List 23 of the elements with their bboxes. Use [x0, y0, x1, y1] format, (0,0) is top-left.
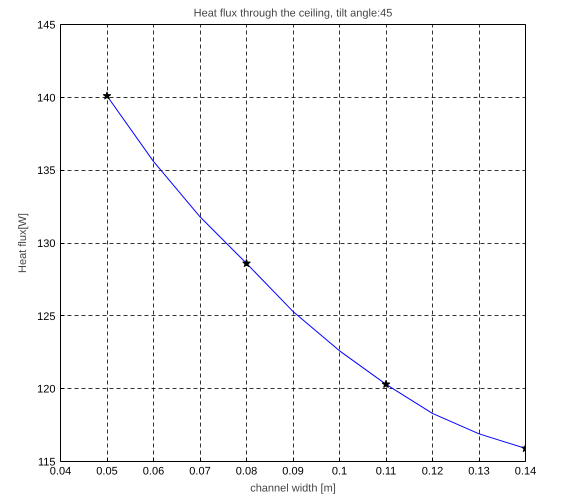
point: [242, 258, 251, 268]
y-tick-label: 130: [37, 238, 56, 250]
chart-title: Heat flux through the ceiling, tilt angle:45: [194, 8, 392, 20]
y-tick-label: 120: [37, 384, 56, 396]
x-tick-label: 0.14: [514, 466, 536, 478]
x-tick-label: 0.1: [332, 466, 348, 478]
x-tick-label: 0.13: [468, 466, 490, 478]
x-tick-label: 0.08: [236, 466, 258, 478]
x-tick-label: 0.05: [96, 466, 118, 478]
x-axis-title: channel width [m]: [250, 482, 336, 494]
point: [102, 91, 112, 100]
x-tick-label: 0.06: [142, 466, 164, 478]
y-tick-label: 145: [37, 20, 56, 32]
x-tick-label: 0.09: [282, 466, 304, 478]
x-tick-label: 0.12: [422, 466, 444, 478]
x-tick-label: 0.07: [189, 466, 211, 478]
y-axis-title: Heat flux[W]: [17, 213, 30, 273]
y-tick-label: 140: [37, 92, 56, 104]
x-tick-label: 0.11: [376, 466, 396, 478]
x-tick-label: 0.04: [50, 466, 72, 478]
y-tick-label: 135: [37, 165, 56, 178]
y-tick-label: 125: [37, 310, 56, 323]
point: [382, 380, 390, 388]
